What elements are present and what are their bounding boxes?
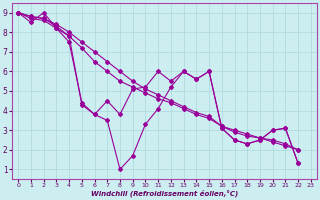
X-axis label: Windchill (Refroidissement éolien,°C): Windchill (Refroidissement éolien,°C) xyxy=(91,190,238,197)
